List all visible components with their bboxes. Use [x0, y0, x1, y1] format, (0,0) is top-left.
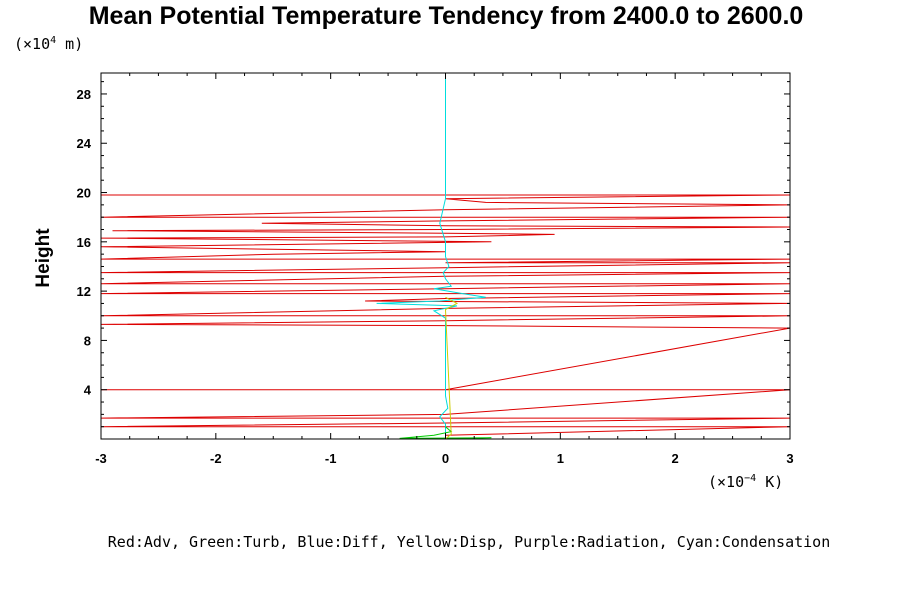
x-tick-label: -1 — [325, 451, 337, 466]
series-disp-line — [444, 296, 459, 440]
y-tick-label: 8 — [84, 333, 91, 348]
y-unit-label: (×104 m) — [14, 35, 83, 53]
y-tick-label: 16 — [77, 235, 91, 250]
y-tick-label: 12 — [77, 284, 91, 299]
x-tick-label: 3 — [786, 451, 793, 466]
y-tick-label: 20 — [77, 186, 91, 201]
x-tick-label: 0 — [442, 451, 449, 466]
x-tick-label: -2 — [210, 451, 222, 466]
plot-area — [100, 73, 791, 440]
x-tick-label: 1 — [557, 451, 564, 466]
x-tick-label: 2 — [672, 451, 679, 466]
x-unit-label: (×10−4 K) — [708, 473, 783, 491]
chart-title: Mean Potential Temperature Tendency from… — [89, 2, 804, 30]
series-condensation-line — [376, 73, 486, 439]
y-tick-label: 28 — [77, 87, 91, 102]
series-adv-line — [100, 194, 791, 436]
y-tick-label: 24 — [77, 136, 92, 151]
x-tick-label: -3 — [95, 451, 107, 466]
y-axis-label: Height — [33, 228, 54, 288]
legend-text: Red:Adv, Green:Turb, Blue:Diff, Yellow:D… — [108, 533, 830, 551]
y-tick-label: 4 — [84, 383, 92, 398]
